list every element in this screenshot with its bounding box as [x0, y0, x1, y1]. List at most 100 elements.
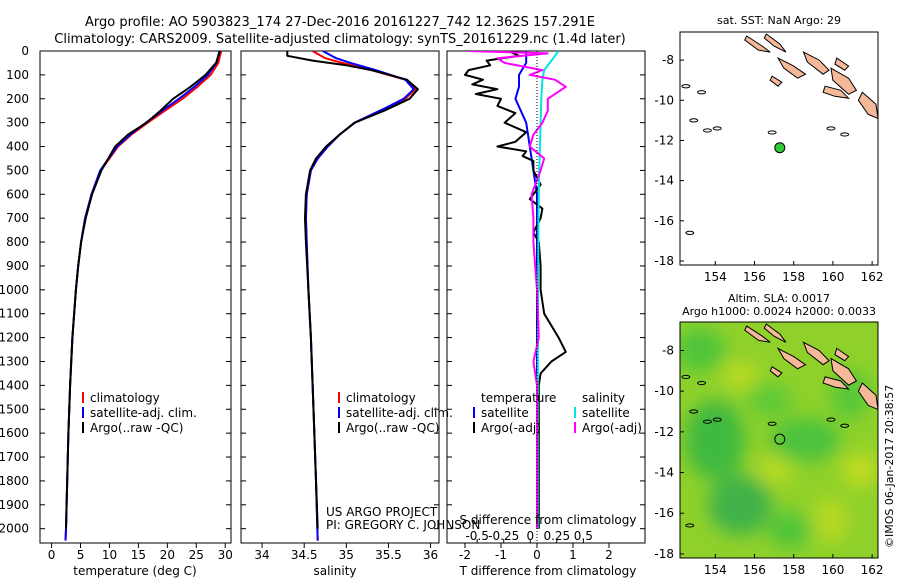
difference-xlabel-top: S difference from climatology	[460, 513, 637, 527]
difference-series	[464, 51, 567, 543]
island	[776, 347, 807, 370]
y-tick-label: 400	[6, 140, 29, 154]
salinity-xlabel: salinity	[313, 564, 356, 578]
temperature-ticks: 0 5 10 15 20 25 30	[48, 543, 233, 562]
x-tick-label: 20	[160, 548, 175, 562]
sst-map-land	[681, 33, 878, 235]
x-tick-label: 35	[339, 548, 354, 562]
y-tick-label: -18	[654, 254, 674, 268]
legend-satellite-label: satellite-adj. clim.	[90, 406, 197, 420]
y-tick-label: 500	[6, 163, 29, 177]
x-tick-label: 162	[861, 563, 884, 577]
temperature-legend: climatology satellite-adj. clim. Argo(..…	[82, 391, 197, 435]
y-tick-label: 200	[6, 92, 29, 106]
island	[769, 75, 783, 87]
y-tick-label: -14	[654, 174, 674, 188]
s-tick-label: -0.5	[465, 529, 488, 543]
islet	[826, 417, 836, 422]
y-tick-label: -10	[654, 93, 674, 107]
island	[857, 91, 878, 119]
island	[769, 366, 783, 378]
sla-blob	[768, 512, 812, 548]
islet	[681, 374, 691, 380]
y-tick-label: 1000	[0, 283, 29, 297]
y-tick-label: 0	[21, 44, 29, 58]
x-tick-label: 34.5	[291, 548, 318, 562]
sla-blob	[680, 328, 725, 372]
x-tick-label: -1	[495, 548, 507, 562]
island	[822, 85, 850, 100]
argo-float-marker	[774, 142, 786, 154]
sla-map-title: Altim. SLA: 0.0017	[728, 292, 830, 305]
x-tick-label: 35.5	[375, 548, 402, 562]
islet	[712, 417, 722, 422]
temperature-series	[64, 51, 223, 541]
x-tick-label: 156	[743, 270, 766, 284]
series-line-argo---raw--qc-	[65, 51, 221, 529]
x-tick-label: 34	[254, 548, 269, 562]
sla-map-frame	[679, 321, 879, 559]
x-tick-label: 160	[821, 563, 844, 577]
x-tick-label: 154	[704, 563, 727, 577]
y-tick-label: -10	[654, 384, 674, 398]
s-tick-label: 0.5	[574, 529, 593, 543]
y-tick-label: 1900	[0, 498, 29, 512]
islet	[681, 84, 691, 89]
legend-t-satellite-label: satellite	[481, 406, 529, 420]
sla-blob	[748, 384, 792, 416]
x-tick-label: 10	[102, 548, 117, 562]
legend-argo-label: Argo(..raw -QC)	[346, 421, 439, 435]
legend-temperature-title: temperature	[481, 391, 556, 405]
y-tick-label: -16	[654, 214, 674, 228]
islet	[767, 130, 777, 135]
sst-map-title: sat. SST: NaN Argo: 29	[717, 14, 841, 27]
islet	[767, 421, 777, 426]
y-tick-label: 100	[6, 68, 29, 82]
sla-map-subtitle: Argo h1000: 0.0024 h2000: 0.0033	[682, 305, 876, 318]
y-tick-label: -16	[654, 506, 674, 520]
credit-project: US ARGO PROJECT	[326, 505, 438, 519]
x-tick-label: 30	[218, 548, 233, 562]
x-tick-label: 2	[605, 548, 613, 562]
islet	[826, 126, 836, 131]
y-tick-label: 300	[6, 116, 29, 130]
x-tick-label: 162	[861, 270, 884, 284]
legend-satellite-label: satellite-adj. clim.	[346, 406, 453, 420]
temperature-xlabel: temperature (deg C)	[73, 564, 196, 578]
temperature-axes-frame	[39, 50, 232, 544]
series-line-s-argo--adj-	[468, 51, 567, 529]
x-tick-label: 15	[131, 548, 146, 562]
difference-ticks: -2 -1 0 1 2-0.5 -0.25 0 0.25 0.5	[459, 529, 613, 562]
salinity-series	[286, 51, 419, 541]
islet	[697, 90, 707, 95]
salinity-legend: climatology satellite-adj. clim. Argo(..…	[338, 391, 453, 435]
y-tick-label: 1100	[0, 307, 29, 321]
series-line-climatology	[304, 51, 417, 541]
y-tick-label: 800	[6, 235, 29, 249]
series-line-t-satellite	[514, 51, 538, 529]
salinity-axes-frame	[240, 50, 440, 544]
island	[776, 56, 807, 79]
islet	[685, 523, 695, 528]
s-tick-label: 0.25	[543, 529, 570, 543]
x-tick-label: 36	[423, 548, 438, 562]
y-tick-label: -8	[662, 53, 674, 67]
y-tick-label: 1400	[0, 378, 29, 392]
sla-blob	[812, 498, 848, 542]
sla-heatmap	[680, 322, 878, 558]
x-tick-label: 0	[48, 548, 56, 562]
legend-t-argo-label: Argo(-adj)	[481, 421, 541, 435]
series-line-argo---raw--qc-	[286, 51, 419, 529]
islet	[712, 126, 722, 131]
x-tick-label: 160	[821, 270, 844, 284]
legend-argo-label: Argo(..raw -QC)	[90, 421, 183, 435]
island	[822, 376, 850, 390]
x-tick-label: 158	[782, 563, 805, 577]
sla-blob	[685, 400, 745, 480]
y-tick-label: -12	[654, 425, 674, 439]
island	[857, 382, 878, 411]
sla-blob	[757, 456, 793, 484]
sst-map-ticks: 154 156 158 160 162 -8 -10 -12 -14 -16 -18	[654, 53, 883, 284]
island	[744, 35, 771, 53]
